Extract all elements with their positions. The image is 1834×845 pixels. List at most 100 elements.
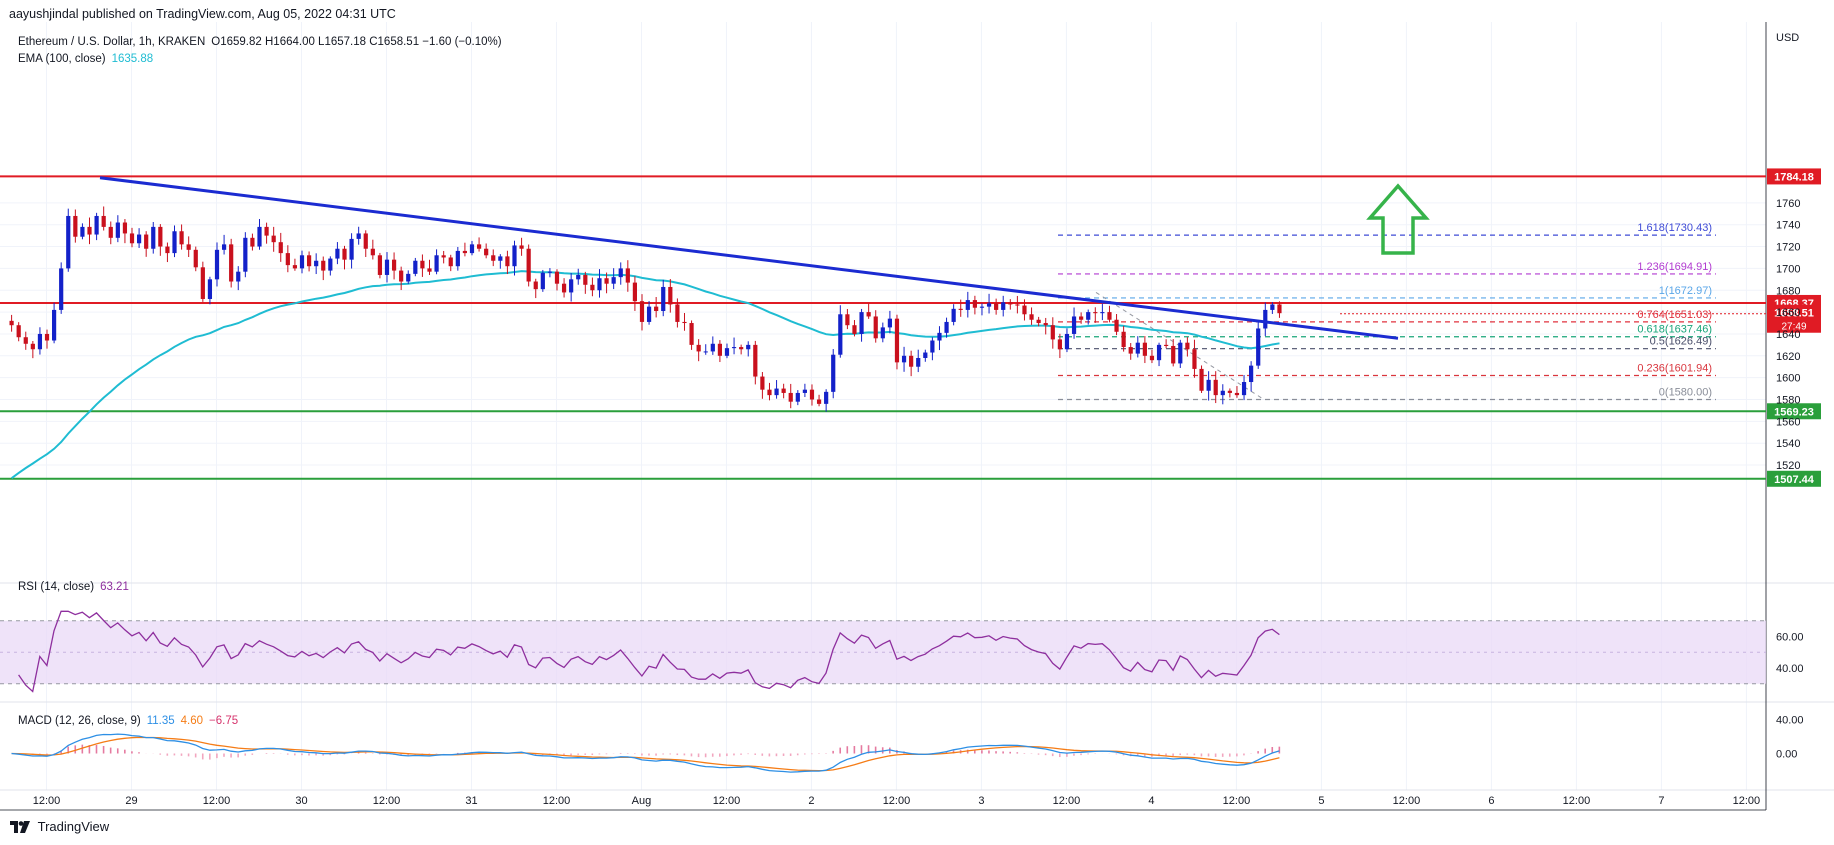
candle-down [285,253,290,266]
candle-up [944,321,949,333]
time-tick-label: 12:00 [373,795,401,807]
support-price-tag [1767,403,1821,420]
candle-down [632,282,638,302]
time-tick-label: 30 [295,795,307,807]
macd-title: MACD (12, 26, close, 9) [18,715,141,727]
candle-up [724,348,730,356]
candle-up [540,272,545,290]
time-tick-label: 7 [1658,795,1664,807]
time-tick-label: 12:00 [33,795,61,807]
candle-down [476,244,482,249]
candle-down [1277,304,1282,314]
candle-down [30,343,35,350]
candle-up [746,344,751,350]
rsi-value: 63.21 [100,581,129,593]
candle-up [498,256,503,261]
fib-value: (1730.43) [1665,222,1712,234]
candle-down [186,244,191,250]
support-price-label: 1507.44 [1774,474,1815,486]
macd-pane: 0.00 40.00 [11,715,1804,773]
fib-level-label: 0(1580.00) [1659,387,1712,399]
candle-down [377,255,383,275]
candle-up [328,258,333,271]
candle-down [1015,304,1020,306]
time-tick-label: 31 [465,795,477,807]
price-tick-label: 1680 [1776,285,1800,297]
rsi-tick-label: 60.00 [1776,632,1804,644]
candle-up [1064,333,1070,350]
candle-up [59,268,64,310]
candle-down [675,304,680,322]
ema-label: EMA (100, close) [18,53,106,65]
candle-up [703,351,708,353]
rsi-pane: 40.00 60.00 [0,610,1804,693]
candle-down [399,270,404,282]
time-tick-label: 12:00 [713,795,741,807]
rsi-title: RSI (14, close) [18,581,94,593]
candle-down [1114,319,1119,332]
candle-down [23,337,28,344]
candle-up [923,352,928,358]
macd-legend: MACD (12, 26, close, 9) 11.35 4.60 −6.75 [18,715,238,727]
support-price-tag [1767,470,1821,487]
candle-down [278,242,283,254]
resistance-price-label: 1784.18 [1774,171,1814,183]
candle-up [356,233,361,239]
fib-level-label: 0.236(1601.94) [1637,363,1712,375]
candle-down [101,215,106,227]
candle-down [229,244,234,282]
candle-up [413,260,418,274]
candle-down [958,308,963,310]
candle-up [986,303,992,307]
candle-up [243,237,248,272]
candle-up [1241,382,1247,396]
candle-down [696,344,701,352]
tradingview-footer[interactable]: TradingView [10,818,109,834]
candle-down [639,301,645,322]
candle-up [795,392,800,402]
fib-level-label: 1.618(1730.43) [1637,222,1712,234]
last-price-label: 1658.51 [1774,308,1814,320]
up-arrow-icon [1366,183,1430,255]
trendline[interactable] [99,176,1399,340]
candle-up [1100,312,1105,314]
descending-trendline [99,176,1399,340]
candle-up [1206,379,1211,391]
candle-up [1263,309,1268,329]
candle-down [689,323,694,345]
candle-up [66,215,71,269]
price-tick-label: 1660 [1776,307,1800,319]
candle-up [207,279,213,299]
candle-up [916,357,921,367]
candle-up [434,255,439,272]
price-tick-label: 1740 [1776,220,1800,232]
candle-up [951,308,956,322]
grid-lines [0,22,1834,811]
candlestick-series [9,206,1282,412]
time-tick-label: 5 [1318,795,1324,807]
candle-up [115,222,120,238]
candle-up [597,278,602,291]
candle-down [561,283,567,293]
macd-tick-label: 0.00 [1776,749,1797,761]
candle-down [264,226,269,236]
price-tick-label: 1720 [1776,242,1800,254]
ema-legend: EMA (100, close) 1635.88 [18,53,153,65]
candle-up [930,340,935,353]
time-tick-label: 29 [125,795,137,807]
candle-up [880,327,885,339]
candle-up [710,343,715,352]
candle-up [214,249,220,280]
candle-up [576,274,581,280]
candle-down [9,320,14,326]
price-tick-label: 1520 [1776,460,1800,472]
candle-down [484,248,489,256]
candle-up [965,300,970,310]
macd-value: 4.60 [181,715,203,727]
candle-up [172,231,177,254]
price-tick-label: 1640 [1776,329,1800,341]
rsi-line [18,610,1280,693]
fib-ratio: 1 [1659,285,1665,297]
candle-down [158,226,163,247]
